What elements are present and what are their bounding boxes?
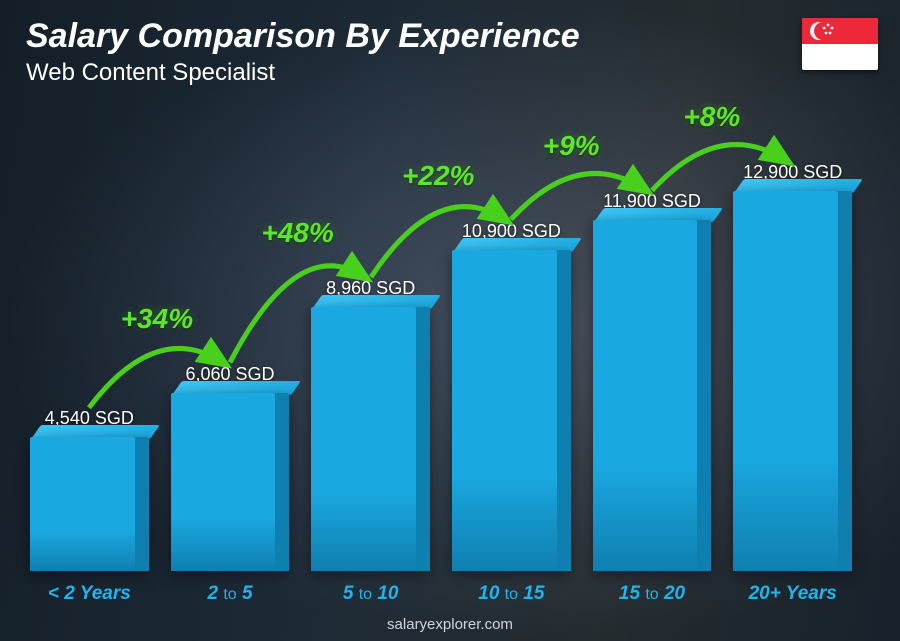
x-category: 5 to 10: [311, 583, 430, 605]
x-category: 20+ Years: [733, 583, 852, 605]
growth-percentage: +9%: [543, 130, 600, 162]
bar-column: 6,060 SGD: [171, 364, 290, 572]
growth-percentage: +48%: [261, 217, 333, 249]
bar-column: 11,900 SGD: [593, 191, 712, 571]
x-axis: < 2 Years 2 to 5 5 to 10 10 to 15 15 to 20 20…: [30, 583, 852, 605]
bar-chart: 4,540 SGD 6,060 SGD 8,960 SGD 10,900 SGD…: [30, 131, 852, 571]
x-category: 2 to 5: [171, 583, 290, 605]
bar-column: 4,540 SGD: [30, 408, 149, 571]
x-category: 10 to 15: [452, 583, 571, 605]
footer-credit: salaryexplorer.com: [0, 616, 900, 633]
chart-title: Salary Comparison By Experience: [26, 18, 580, 55]
growth-percentage: +34%: [121, 303, 193, 335]
growth-percentage: +8%: [683, 101, 740, 133]
x-category: 15 to 20: [593, 583, 712, 605]
chart-subtitle: Web Content Specialist: [26, 59, 580, 87]
bar-column: 10,900 SGD: [452, 221, 571, 571]
growth-percentage: +22%: [402, 160, 474, 192]
x-category: < 2 Years: [30, 583, 149, 605]
bar-column: 8,960 SGD: [311, 278, 430, 571]
bar-column: 12,900 SGD: [733, 162, 852, 571]
country-flag: [802, 18, 878, 70]
